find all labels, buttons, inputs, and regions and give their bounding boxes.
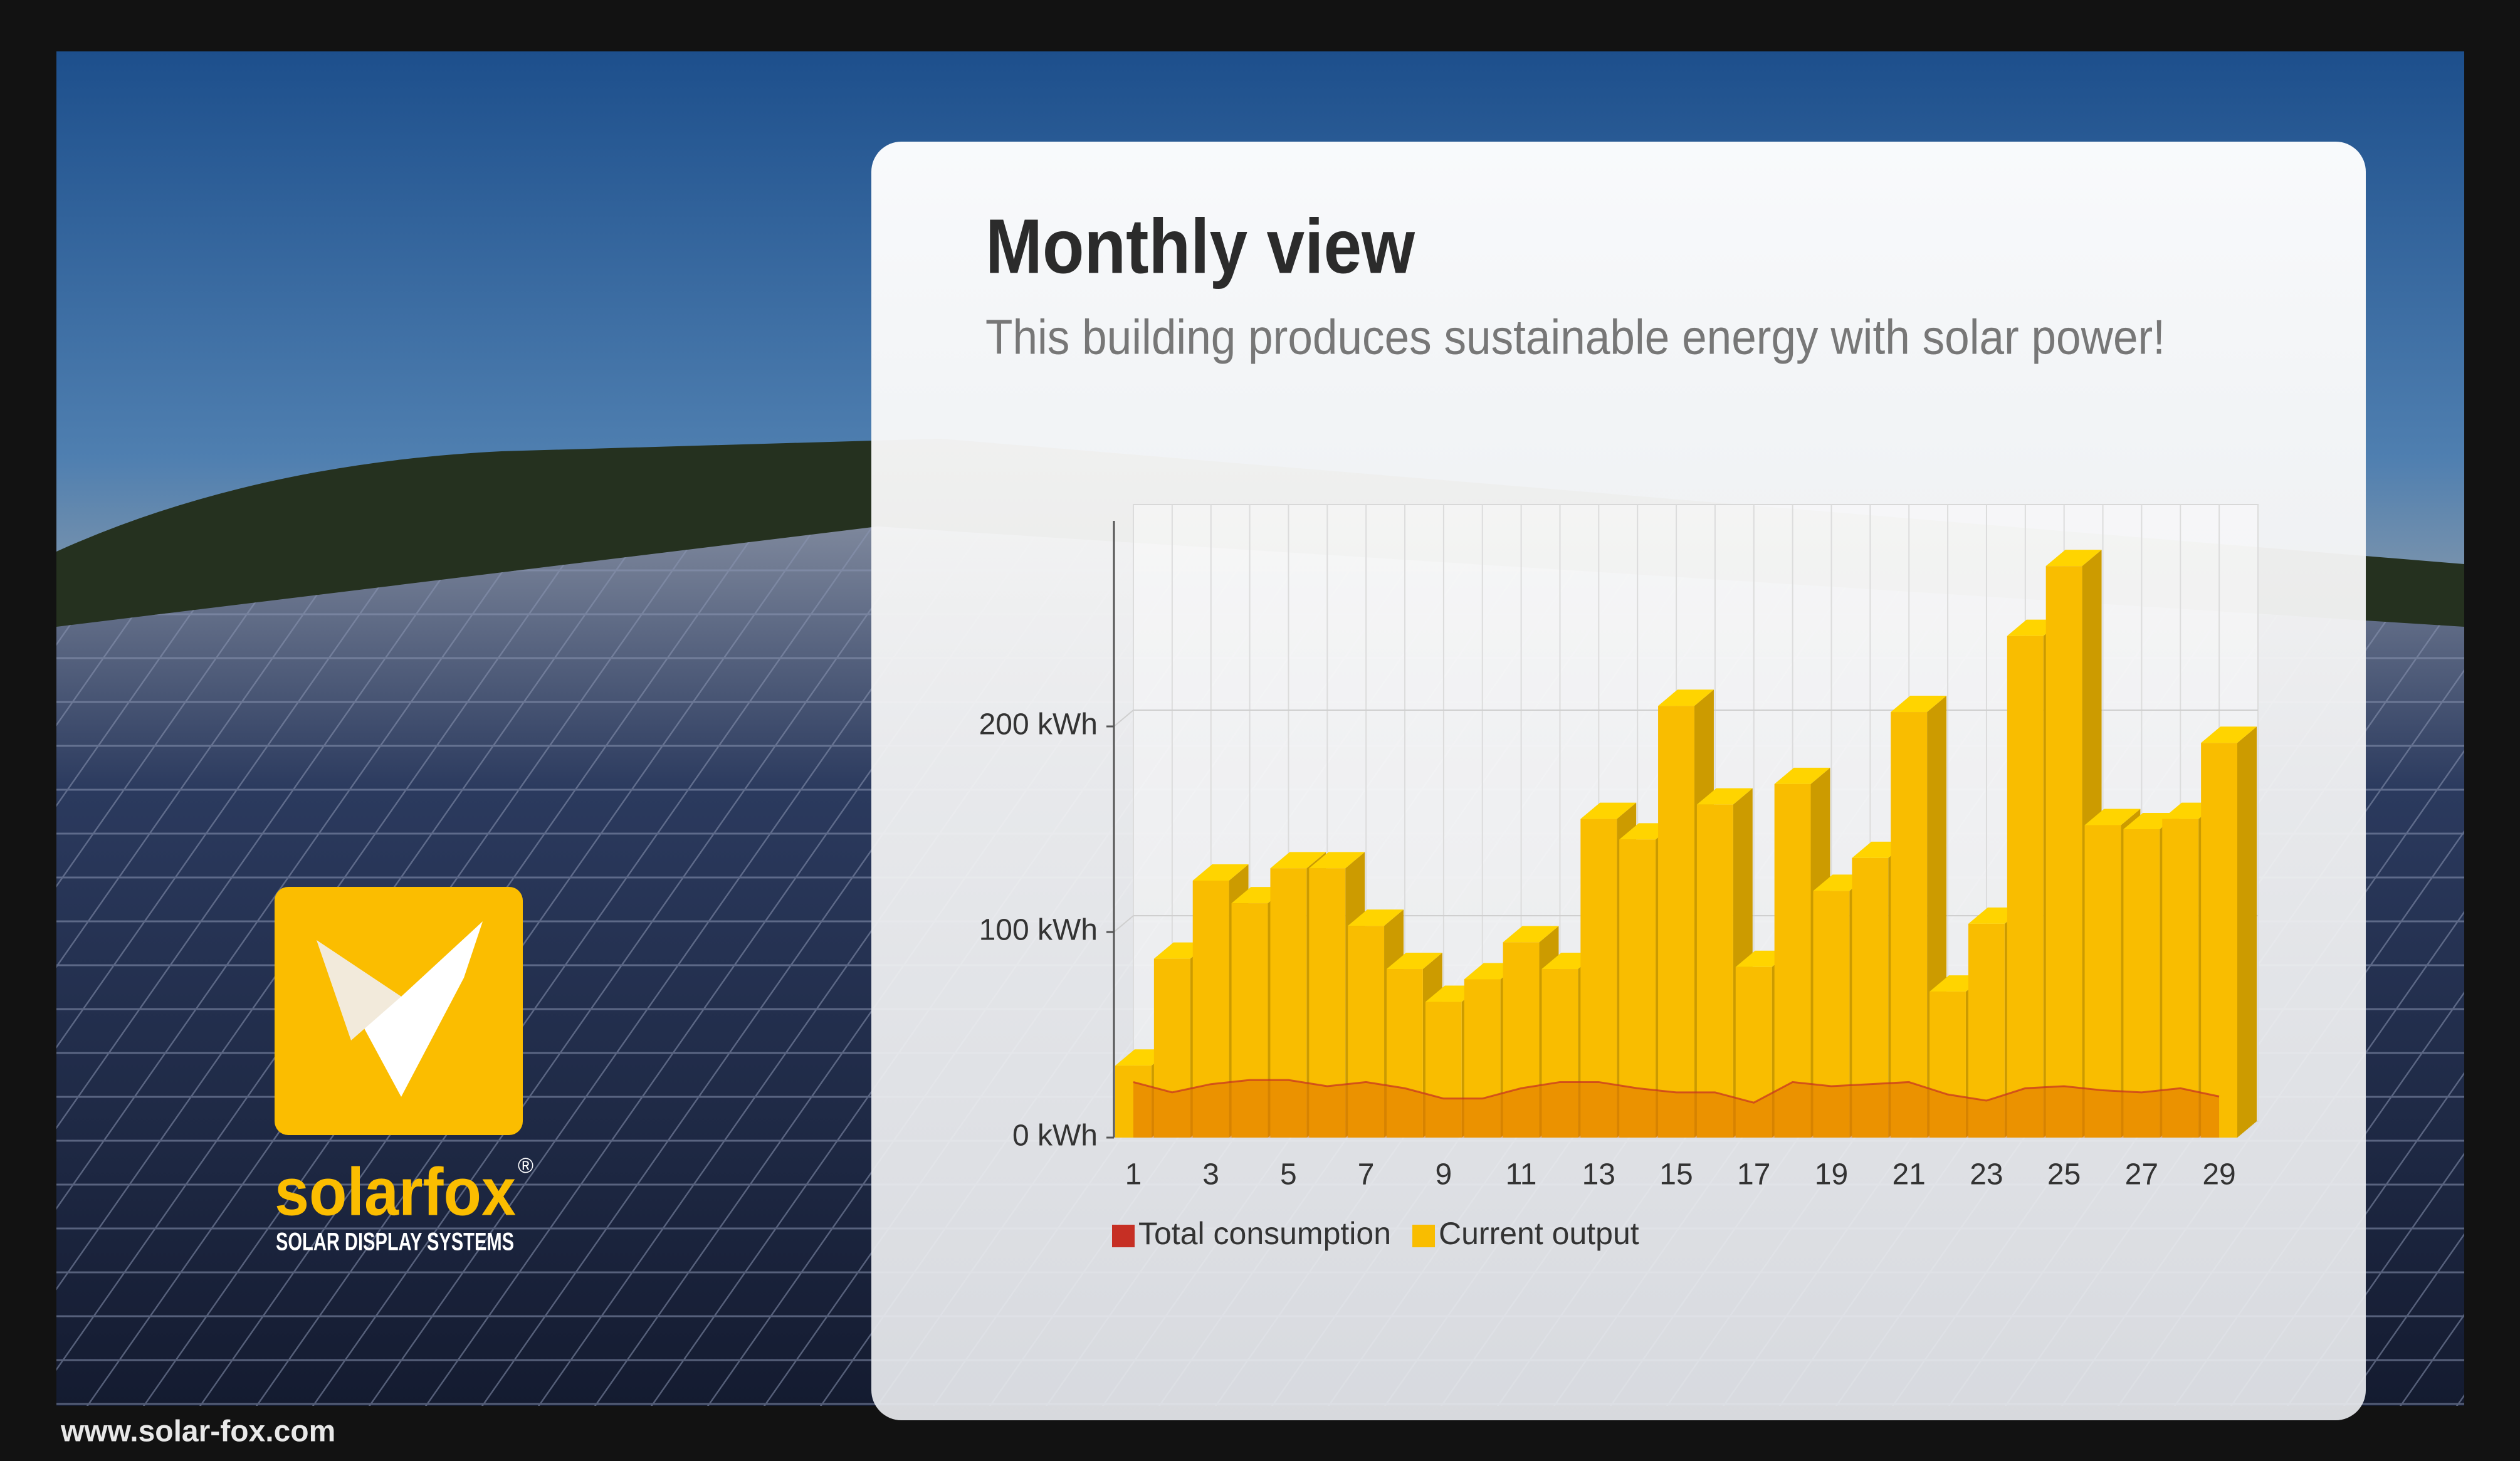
x-tick-label: 21 [1892,1158,1925,1191]
x-tick-label: 1 [1125,1158,1142,1191]
logo-tagline: SOLAR DISPLAY SYSTEMS [276,1228,514,1256]
x-tick-label: 15 [1659,1158,1693,1191]
legend-label: Current output [1439,1216,1639,1251]
bar [2162,819,2199,1138]
bar-side [2237,726,2257,1138]
bar-top [1580,802,1637,819]
logo-name: solarfox [275,1154,516,1230]
logo: solarfox ® SOLAR DISPLAY SYSTEMS [275,887,533,1256]
legend-swatch [1112,1225,1135,1247]
bar [2045,566,2082,1138]
bar-top [1192,864,1249,881]
bar [2007,636,2044,1138]
legend-swatch [1412,1225,1436,1247]
registered-mark: ® [518,1154,533,1178]
x-tick-label: 25 [2047,1158,2081,1191]
x-tick-label: 17 [1737,1158,1770,1191]
bar-top [1270,852,1326,869]
bar-top [1348,909,1404,926]
legend-label: Total consumption [1138,1216,1391,1251]
bar [2084,825,2121,1138]
bar [1891,712,1928,1138]
bar-top [2201,726,2257,743]
x-tick-label: 23 [1970,1158,2003,1191]
bar [1658,706,1694,1138]
subtitle: This building produces sustainable energ… [985,310,2165,365]
bar-top [2084,809,2141,825]
bar-top [1503,926,1559,943]
bar-top [1387,953,1442,970]
logo-fox [317,921,483,1097]
grid-line [1113,710,2258,727]
x-tick-label: 13 [1582,1158,1615,1191]
bar [1696,804,1733,1138]
x-tick-label: 3 [1202,1158,1219,1191]
x-tick-label: 7 [1358,1158,1375,1191]
website-url: www.solar-fox.com [60,1415,335,1448]
bar-top [1774,767,1830,784]
x-tick-label: 9 [1435,1158,1452,1191]
bar-top [1309,852,1365,869]
x-tick-label: 19 [1815,1158,1848,1191]
logo-fox-shade [317,940,401,1040]
y-tick-label: 200 kWh [979,708,1098,741]
x-tick-label: 5 [1280,1158,1297,1191]
bar [2123,829,2160,1138]
bar-top [1696,788,1753,805]
bar-top [2045,550,2102,567]
bar [2201,743,2237,1138]
x-tick-label: 27 [2125,1158,2158,1191]
x-tick-label: 11 [1506,1158,1537,1191]
consumption-line [1133,1079,2220,1104]
bar-top [1891,696,1947,713]
y-tick-label: 100 kWh [979,914,1098,947]
bar [1774,783,1811,1138]
x-tick-label: 29 [2202,1158,2235,1191]
y-tick-label: 0 kWh [1012,1119,1098,1153]
title: Monthly view [985,204,1415,290]
bar-top [1658,689,1714,706]
